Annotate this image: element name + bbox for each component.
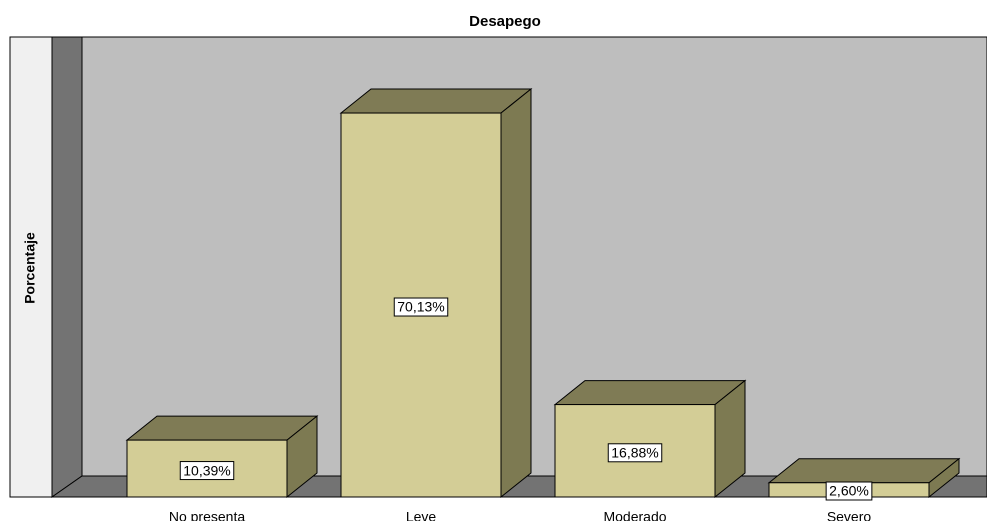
bar-top — [339, 88, 533, 114]
side-wall — [51, 36, 83, 498]
value-label: 10,39% — [183, 462, 230, 478]
axis-strip — [9, 36, 53, 498]
value-label-box — [393, 297, 449, 317]
y-axis-label: Porcentaje — [22, 232, 38, 304]
value-label-box — [825, 481, 873, 501]
value-label: 16,88% — [611, 444, 658, 460]
bar-top — [767, 458, 961, 484]
x-tick-label: Leve — [406, 509, 437, 521]
bar-side — [500, 87, 532, 499]
value-label: 70,13% — [397, 299, 444, 315]
x-tick-label: Severo — [827, 509, 872, 521]
bar-top — [125, 415, 319, 441]
x-tick-label: No presenta — [169, 509, 245, 521]
bar-top — [553, 380, 747, 406]
back-wall — [81, 36, 987, 477]
value-label: 2,60% — [829, 483, 869, 499]
value-label-box — [607, 443, 663, 463]
chart-title: Desapego — [469, 13, 541, 30]
value-label-box — [179, 461, 235, 481]
x-tick-label: Moderado — [603, 509, 666, 521]
